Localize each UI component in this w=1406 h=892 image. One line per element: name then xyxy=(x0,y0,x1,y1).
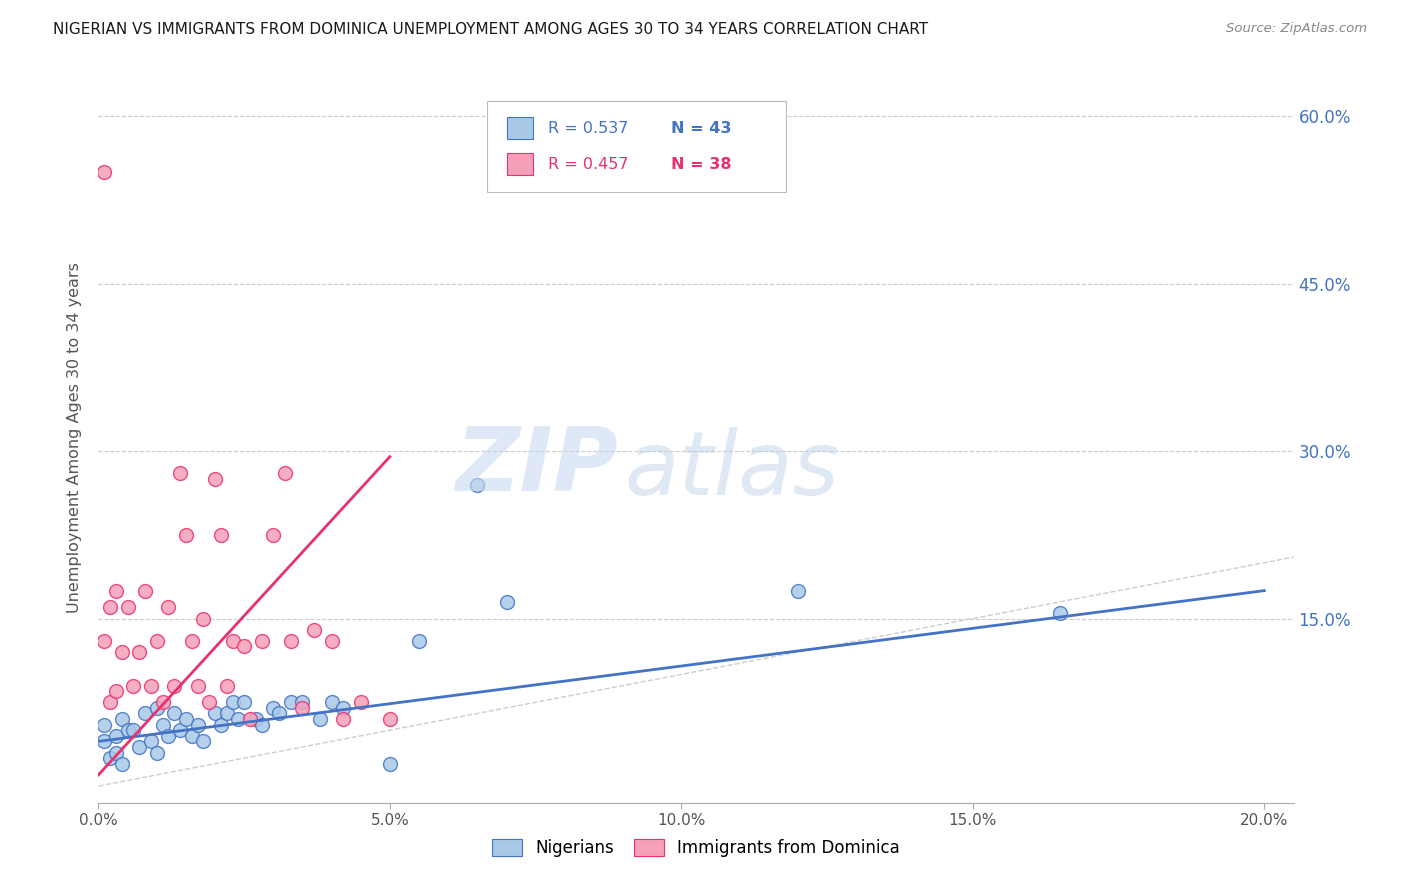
Point xyxy=(193,734,215,748)
Point xyxy=(408,633,430,648)
Point xyxy=(378,756,401,771)
Point xyxy=(378,712,401,726)
Point xyxy=(157,729,180,743)
Point xyxy=(321,695,343,709)
Point xyxy=(309,712,332,726)
Point xyxy=(180,633,202,648)
Point xyxy=(98,751,121,765)
Point xyxy=(274,467,297,481)
Text: N = 38: N = 38 xyxy=(671,157,731,172)
Text: R = 0.537: R = 0.537 xyxy=(548,121,628,136)
Point xyxy=(93,717,115,731)
Point xyxy=(139,679,162,693)
Point xyxy=(145,701,167,715)
Point xyxy=(350,695,373,709)
Point xyxy=(198,695,221,709)
Point xyxy=(186,679,208,693)
Point xyxy=(93,165,115,179)
Point xyxy=(787,583,810,598)
Point xyxy=(128,645,150,659)
Y-axis label: Unemployment Among Ages 30 to 34 years: Unemployment Among Ages 30 to 34 years xyxy=(67,261,83,613)
Point xyxy=(163,706,186,721)
Point xyxy=(233,640,256,654)
Point xyxy=(180,729,202,743)
Point xyxy=(332,712,354,726)
Point xyxy=(122,723,145,738)
Point xyxy=(332,701,354,715)
Point xyxy=(280,695,302,709)
Point xyxy=(193,611,215,625)
Point xyxy=(204,472,226,486)
Point xyxy=(215,679,238,693)
Point xyxy=(174,712,197,726)
Point xyxy=(262,701,284,715)
Point xyxy=(163,679,186,693)
Point xyxy=(117,600,139,615)
Point xyxy=(93,734,115,748)
Text: Source: ZipAtlas.com: Source: ZipAtlas.com xyxy=(1226,22,1367,36)
Point xyxy=(98,600,121,615)
Point xyxy=(169,467,191,481)
Point xyxy=(228,712,250,726)
Point xyxy=(204,706,226,721)
Text: N = 43: N = 43 xyxy=(671,121,731,136)
Point xyxy=(145,633,167,648)
Point xyxy=(239,712,262,726)
Point xyxy=(221,633,243,648)
Point xyxy=(98,695,121,709)
Text: ZIP: ZIP xyxy=(456,423,619,510)
Point xyxy=(495,595,517,609)
Bar xyxy=(508,153,533,175)
Point xyxy=(250,633,273,648)
Point xyxy=(104,729,127,743)
Point xyxy=(134,706,156,721)
Point xyxy=(111,645,134,659)
Point xyxy=(269,706,291,721)
Point xyxy=(233,695,256,709)
Point xyxy=(250,717,273,731)
Point xyxy=(152,695,174,709)
Text: NIGERIAN VS IMMIGRANTS FROM DOMINICA UNEMPLOYMENT AMONG AGES 30 TO 34 YEARS CORR: NIGERIAN VS IMMIGRANTS FROM DOMINICA UNE… xyxy=(53,22,928,37)
Point xyxy=(104,684,127,698)
Point xyxy=(245,712,267,726)
Point xyxy=(104,746,127,760)
Point xyxy=(186,717,208,731)
Point xyxy=(128,739,150,754)
Point xyxy=(111,756,134,771)
Point xyxy=(302,623,325,637)
Point xyxy=(209,717,232,731)
Point xyxy=(122,679,145,693)
Bar xyxy=(508,118,533,139)
Point xyxy=(117,723,139,738)
Text: R = 0.457: R = 0.457 xyxy=(548,157,628,172)
Point xyxy=(111,712,134,726)
Point xyxy=(291,701,314,715)
Point xyxy=(145,746,167,760)
Point xyxy=(215,706,238,721)
Point xyxy=(152,717,174,731)
Point xyxy=(321,633,343,648)
Point xyxy=(93,633,115,648)
Legend: Nigerians, Immigrants from Dominica: Nigerians, Immigrants from Dominica xyxy=(485,832,907,864)
Point xyxy=(169,723,191,738)
Point xyxy=(291,695,314,709)
Point xyxy=(157,600,180,615)
Point xyxy=(262,528,284,542)
Point xyxy=(139,734,162,748)
Point xyxy=(174,528,197,542)
Point xyxy=(134,583,156,598)
Point xyxy=(209,528,232,542)
Point xyxy=(104,583,127,598)
Text: atlas: atlas xyxy=(624,427,839,513)
Point xyxy=(280,633,302,648)
Point xyxy=(467,477,489,491)
FancyBboxPatch shape xyxy=(486,101,786,192)
Point xyxy=(221,695,243,709)
Point xyxy=(1049,606,1071,620)
